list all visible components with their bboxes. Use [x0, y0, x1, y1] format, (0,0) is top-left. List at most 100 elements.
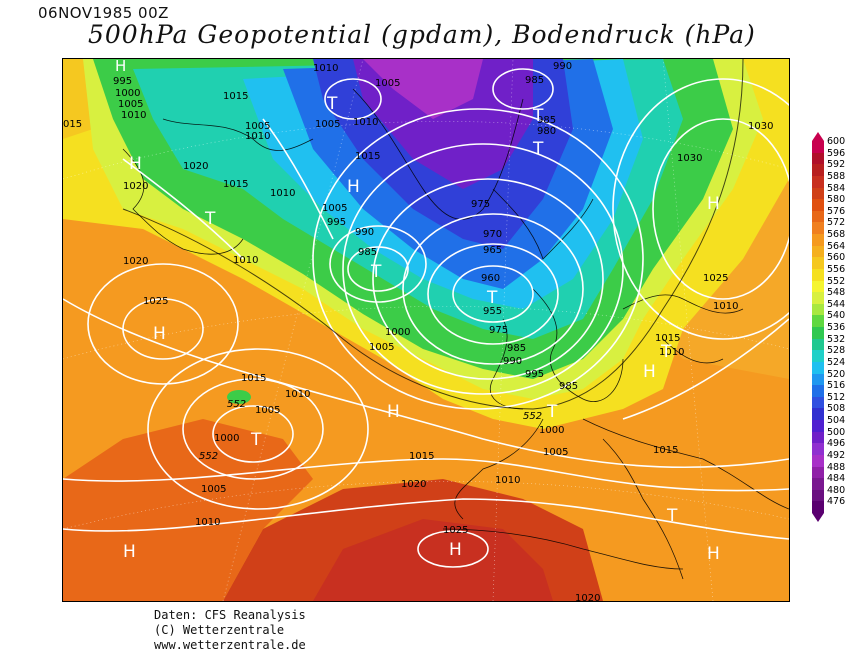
high-center: H	[707, 544, 720, 564]
colorbar-label: 548	[827, 287, 846, 299]
isobar-labels: 1010 995 1000 1005 1010 015 1015 1005 10…	[63, 61, 773, 536]
isobar-label: 1000	[385, 327, 410, 338]
isobar-label: 1025	[443, 525, 468, 536]
colorbar-bottom-arrow	[812, 513, 824, 522]
high-center: H	[115, 59, 126, 75]
isobar-label: 1010	[270, 188, 295, 199]
colorbar-segment	[812, 257, 824, 269]
colorbar-segment	[812, 175, 824, 188]
isobar-label: 985	[525, 75, 544, 86]
high-center: H	[387, 402, 400, 422]
colorbar-label: 572	[827, 217, 846, 229]
isobar-label: 1015	[241, 373, 266, 384]
isobar-label: 990	[503, 356, 522, 367]
colorbar-label: 560	[827, 252, 846, 264]
isobar-label: 1030	[748, 121, 773, 132]
isobar-label: 995	[327, 217, 346, 228]
credits-source: Daten: CFS Reanalysis	[154, 608, 306, 622]
isobar-label: 1005	[322, 203, 347, 214]
colorbar-label: 528	[827, 345, 846, 357]
colorbar-label: 600	[827, 136, 846, 147]
isobar-label: 1010	[233, 255, 258, 266]
colorbar-label: 532	[827, 333, 846, 345]
colorbar-segment	[812, 268, 824, 281]
credits-url[interactable]: www.wetterzentrale.de	[154, 638, 306, 652]
colorbar-segment	[812, 315, 824, 327]
isobar-label: 1025	[143, 296, 168, 307]
colorbar-label: 552	[827, 275, 846, 287]
high-center: H	[643, 362, 656, 382]
high-center: H	[347, 177, 360, 197]
geopotential-label: 552	[523, 411, 542, 422]
weather-map[interactable]: 1010 995 1000 1005 1010 015 1015 1005 10…	[62, 58, 790, 602]
colorbar-segment	[812, 222, 824, 234]
colorbar-segment	[812, 408, 824, 420]
colorbar-label: 496	[827, 438, 846, 450]
isobar-label: 1000	[539, 425, 564, 436]
colorbar-label: 596	[827, 147, 846, 159]
credits: Daten: CFS Reanalysis (C) Wetterzentrale…	[154, 608, 306, 653]
colorbar-label: 500	[827, 426, 846, 438]
colorbar-label: 480	[827, 484, 846, 496]
isobar-label: 015	[63, 119, 82, 130]
high-center: H	[707, 194, 720, 214]
colorbar-label: 588	[827, 170, 846, 182]
colorbar-segment	[812, 420, 824, 432]
isobar-label: 1010	[245, 131, 270, 142]
isobar-label: 1000	[115, 88, 140, 99]
isobar-label: 990	[355, 227, 374, 238]
low-center: T	[532, 106, 544, 126]
colorbar-label: 536	[827, 322, 846, 333]
low-center: T	[204, 209, 216, 229]
isobar-label: 985	[559, 381, 578, 392]
isobar-label-cut: 1020	[575, 593, 600, 601]
high-center: H	[449, 540, 462, 560]
colorbar-label: 524	[827, 356, 846, 368]
isobar-label: 1005	[118, 99, 143, 110]
isobar-label: 1030	[677, 153, 702, 164]
colorbar-segment	[812, 385, 824, 397]
colorbar-segment	[812, 245, 824, 258]
colorbar-segment	[812, 327, 824, 339]
colorbar-segment	[812, 478, 824, 490]
isobar-label: 1020	[183, 161, 208, 172]
colorbar-segment	[812, 187, 824, 200]
colorbar-segment	[812, 489, 824, 502]
isobar-label: 1020	[401, 479, 426, 490]
colorbar-segment	[812, 396, 824, 409]
colorbar-label: 476	[827, 496, 846, 508]
isobar-label: 1005	[315, 119, 340, 130]
isobar-label: 1010	[713, 301, 738, 312]
isobar-label: 985	[537, 115, 556, 126]
colorbar-label: 556	[827, 263, 846, 275]
high-center: H	[153, 324, 166, 344]
map-date: 06NOV1985 00Z	[38, 4, 169, 22]
colorbar-segment	[812, 303, 824, 316]
isobar-label: 1010	[495, 475, 520, 486]
low-center: T	[546, 402, 558, 422]
low-center: T	[532, 139, 544, 159]
colorbar-segment	[812, 361, 824, 374]
colorbar-label: 540	[827, 310, 846, 322]
isobar-label: 960	[481, 273, 500, 284]
low-center: T	[486, 288, 498, 308]
isobar-label: 1015	[223, 91, 248, 102]
colorbar-label: 584	[827, 182, 846, 194]
isobar-label: 980	[537, 126, 556, 137]
colorbar-label: 508	[827, 403, 846, 415]
isobar-label: 1010	[659, 347, 684, 358]
isobar-label: 995	[113, 76, 132, 87]
colorbar-segment	[812, 454, 824, 467]
colorbar-segment	[812, 443, 824, 455]
isobar-label: 1010	[353, 117, 378, 128]
colorbar-label: 564	[827, 240, 846, 252]
colorbar-label: 576	[827, 205, 846, 217]
colorbar-segment	[812, 292, 824, 304]
high-center: H	[123, 542, 136, 562]
isobar-label: 990	[553, 61, 572, 72]
colorbar-label: 568	[827, 229, 846, 240]
isobar-label: 1025	[703, 273, 728, 284]
map-title: 500hPa Geopotential (gpdam), Bodendruck …	[88, 20, 756, 49]
isobar-label: 1000	[214, 433, 239, 444]
isobar-label: 1010	[195, 517, 220, 528]
